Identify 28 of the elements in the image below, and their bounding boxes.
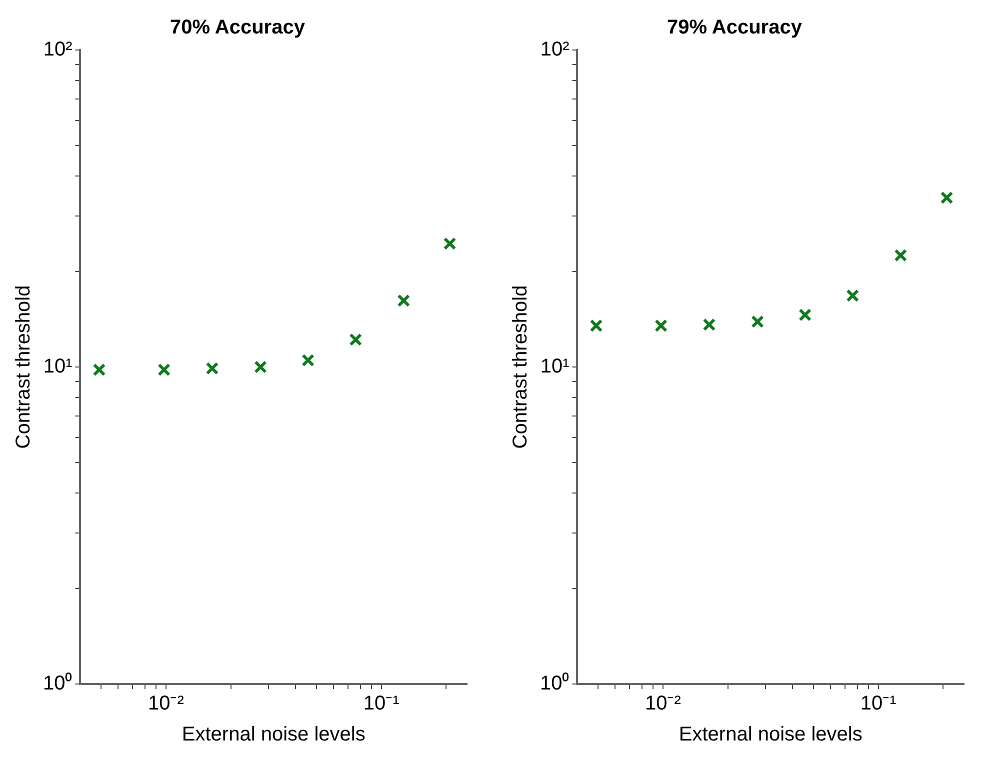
y-tick-label: 10⁰: [42, 672, 72, 695]
chart-title: 79% Accuracy: [667, 16, 803, 39]
y-axis-title: Contrast threshold: [12, 285, 35, 449]
point: [654, 319, 668, 332]
point: [894, 248, 908, 262]
point: [702, 318, 716, 332]
y-tick-label: 10⁰: [540, 672, 570, 695]
x-tick-label: 10⁻²: [148, 692, 184, 715]
y-axis-title: Contrast threshold: [510, 285, 532, 449]
point: [798, 308, 812, 322]
chart-title: 70% Accuracy: [170, 16, 306, 39]
x-tick-label: 10⁻²: [644, 692, 682, 715]
point: [158, 363, 171, 376]
point: [846, 289, 860, 302]
x-axis-title: External noise levels: [182, 724, 366, 746]
point: [254, 360, 268, 374]
x-tick-label: 10⁻¹: [860, 692, 897, 715]
y-tick-label: 10¹: [540, 356, 570, 378]
point: [206, 362, 219, 375]
point: [751, 315, 764, 328]
y-tick-label: 10²: [540, 38, 570, 61]
point: [397, 294, 410, 308]
y-tick-label: 10²: [43, 38, 73, 61]
x-axis-title: External noise levels: [678, 724, 862, 746]
point: [302, 354, 315, 367]
point: [349, 333, 362, 346]
y-tick-label: 10¹: [43, 356, 73, 378]
x-tick-label: 10⁻¹: [363, 692, 400, 715]
